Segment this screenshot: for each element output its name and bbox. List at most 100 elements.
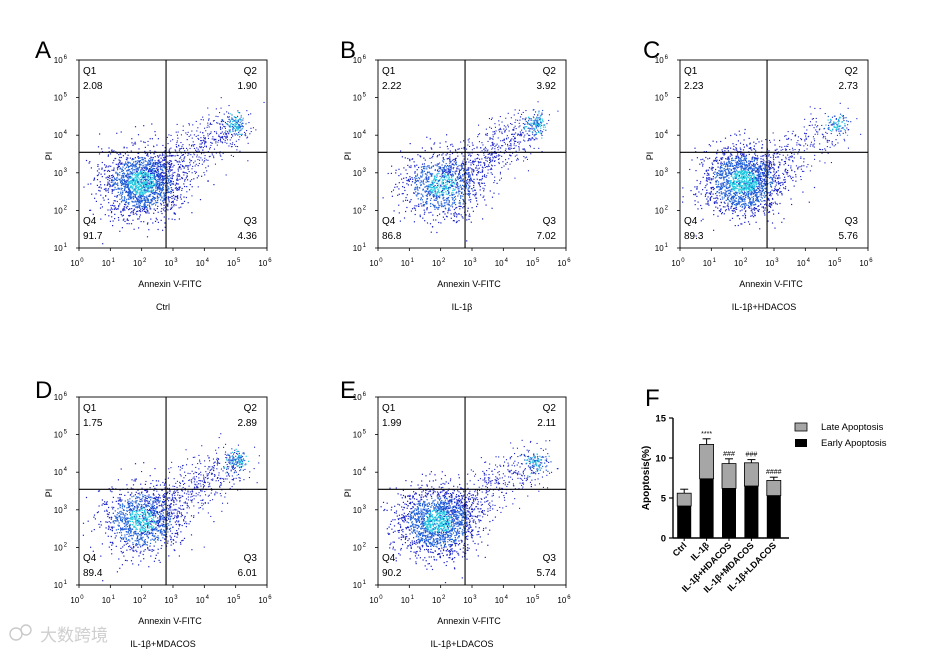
- cell-dot: [163, 197, 165, 199]
- cell-dot: [135, 182, 137, 184]
- cell-dot: [163, 177, 165, 179]
- cell-dot: [491, 148, 493, 150]
- cell-dot: [462, 162, 464, 164]
- cell-dot: [150, 186, 152, 188]
- cell-dot: [764, 200, 766, 202]
- cell-dot: [215, 152, 217, 154]
- cell-dot: [185, 164, 187, 166]
- cell-dot: [147, 164, 149, 166]
- cell-dot: [192, 144, 194, 146]
- cell-dot: [536, 117, 539, 119]
- cell-dot: [147, 171, 149, 173]
- y-tick-label: 103: [353, 168, 367, 178]
- cell-dot: [774, 201, 776, 203]
- cell-dot: [142, 177, 144, 179]
- cell-dot: [160, 189, 162, 191]
- cell-dot: [217, 141, 219, 143]
- cell-dot: [494, 176, 496, 178]
- cell-dot: [418, 205, 420, 207]
- cell-dot: [200, 153, 202, 155]
- cell-dot: [505, 128, 507, 130]
- cell-dot: [176, 183, 178, 185]
- cell-dot: [110, 185, 112, 187]
- cell-dot: [226, 123, 228, 125]
- cell-dot: [151, 190, 154, 192]
- cell-dot: [195, 135, 197, 137]
- cell-dot: [130, 187, 132, 189]
- cell-dot: [505, 163, 507, 165]
- cell-dot: [478, 183, 480, 185]
- cell-dot: [515, 150, 517, 152]
- cell-dot: [175, 195, 177, 197]
- cell-dot: [769, 202, 771, 205]
- cell-dot: [470, 177, 472, 179]
- cell-dot: [134, 195, 136, 197]
- cell-dot: [143, 182, 145, 184]
- cell-dot: [108, 169, 110, 172]
- cell-dot: [743, 171, 745, 173]
- cell-dot: [500, 129, 502, 131]
- cell-dot: [734, 160, 736, 162]
- cell-dot: [206, 126, 208, 128]
- cell-dot: [444, 176, 446, 178]
- cell-dot: [538, 124, 540, 126]
- cell-dot: [470, 155, 472, 157]
- cell-dot: [477, 182, 479, 184]
- cell-dot: [159, 178, 161, 180]
- cell-dot: [528, 127, 530, 129]
- cell-dot: [155, 200, 157, 202]
- cell-dot: [157, 156, 159, 158]
- cell-dot: [129, 198, 131, 200]
- cell-dot: [429, 185, 431, 187]
- axes: 100 101 102 103 104 105 106101102103104105106Q…: [353, 55, 572, 268]
- cell-dot: [541, 113, 543, 115]
- cell-dot: [125, 200, 127, 202]
- cell-dot: [763, 186, 765, 188]
- cell-dot: [531, 137, 533, 139]
- cell-dot: [513, 127, 515, 129]
- cell-dot: [447, 171, 449, 173]
- cell-dot: [406, 206, 408, 209]
- cell-dot: [458, 190, 460, 192]
- cell-dot: [130, 223, 133, 225]
- cell-dot: [191, 145, 193, 147]
- cell-dot: [427, 193, 429, 195]
- cell-dot: [128, 198, 130, 200]
- cell-dot: [110, 165, 112, 167]
- cell-dot: [480, 171, 482, 173]
- cell-dot: [153, 146, 155, 148]
- cell-dot: [756, 195, 758, 197]
- cell-dot: [158, 172, 160, 175]
- cell-dot: [107, 155, 109, 157]
- cell-dot: [483, 182, 485, 184]
- cell-dot: [741, 179, 743, 181]
- cell-dot: [709, 177, 711, 179]
- cell-dot: [195, 163, 197, 165]
- cell-dot: [424, 165, 426, 167]
- cell-dot: [142, 192, 144, 194]
- cell-dot: [504, 131, 506, 133]
- cell-dot: [161, 181, 163, 183]
- x-axis-label: Annexin V-FITC: [138, 279, 202, 289]
- cell-dot: [114, 178, 116, 180]
- cell-dot: [156, 171, 158, 173]
- cell-dot: [169, 208, 172, 210]
- cell-dot: [503, 138, 505, 140]
- cell-dot: [406, 183, 408, 185]
- cell-dot: [461, 187, 463, 189]
- cell-dot: [442, 195, 444, 197]
- cell-dot: [163, 182, 165, 184]
- cell-dot: [468, 181, 470, 183]
- cell-dot: [443, 169, 445, 171]
- cell-dot: [803, 158, 805, 160]
- cell-dot: [444, 170, 446, 172]
- cell-dot: [705, 203, 707, 205]
- cell-dot: [185, 172, 187, 174]
- cell-dot: [108, 165, 110, 167]
- cell-dot: [727, 204, 729, 206]
- cell-dot: [433, 196, 435, 198]
- cell-dot: [145, 206, 147, 208]
- cell-dot: [721, 193, 723, 195]
- cell-dot: [468, 191, 471, 193]
- cell-dot: [436, 215, 439, 217]
